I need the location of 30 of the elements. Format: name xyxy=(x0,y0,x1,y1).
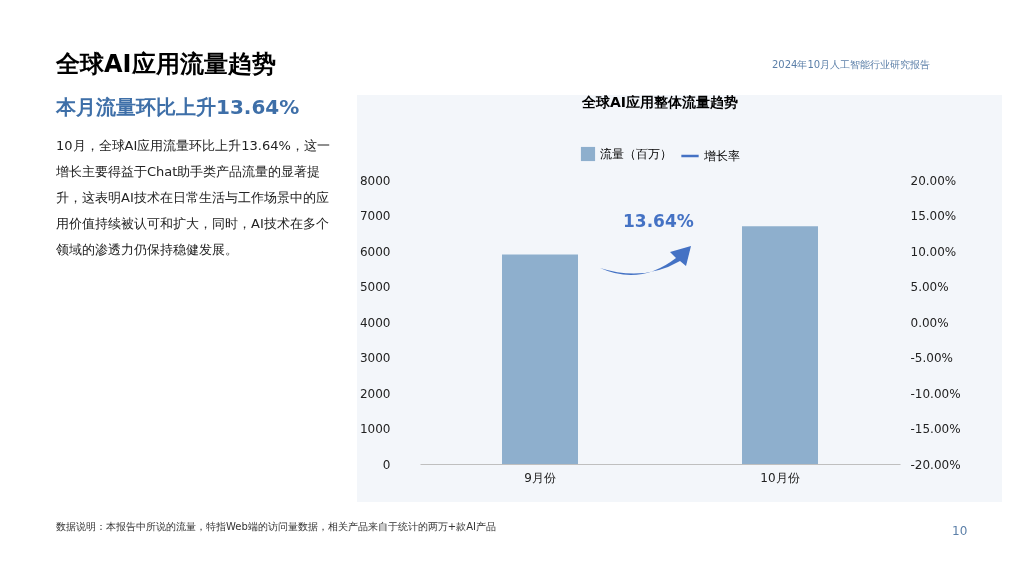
annotation: 13.64% xyxy=(623,211,694,231)
y-tick-label: 0 xyxy=(382,457,391,472)
y2-tick-label: 5.00% xyxy=(910,280,949,294)
text: 10月，全球AI应用流量环比上升13.64%，这一增长主要得益于Chat助手类产品流量的显著提升，这表明AI技术在日常生活与工作场景中的应用价值持续被认可和扩大，同时，AI技术在多个领域的渗透力仍保持稳健发展。 xyxy=(56,137,331,259)
x-tick-label: 10月份 xyxy=(760,470,800,485)
y2-tick-label: -10.00% xyxy=(910,386,961,401)
legend-label: 增长率 xyxy=(703,149,740,163)
y-tick-label: 8000 xyxy=(359,173,391,188)
y2-tick-label: 15.00% xyxy=(910,209,957,223)
y-tick-label: 1000 xyxy=(359,422,391,436)
y2-tick-label: 20.00% xyxy=(910,173,957,188)
text: 全球AI应用流量趋势 xyxy=(56,49,276,80)
y2-tick-label: 0.00% xyxy=(910,315,949,330)
y-tick-label: 2000 xyxy=(359,386,391,401)
y2-tick-label: -5.00% xyxy=(910,351,953,365)
text: 10 xyxy=(952,524,968,538)
y-tick-label: 4000 xyxy=(359,315,391,330)
text: 数据说明：本报告中所说的流量，特指Web端的访问量数据，相关产品来自于统计的两万+款AI产品 xyxy=(56,520,496,534)
y2-tick-label: -15.00% xyxy=(910,422,961,436)
legend-label: 流量（百万） xyxy=(600,147,672,161)
y-tick-label: 6000 xyxy=(359,244,391,259)
y2-tick-label: 10.00% xyxy=(910,244,957,259)
y2-tick-label: -20.00% xyxy=(910,457,961,472)
text: 本月流量环比上升13.64% xyxy=(56,94,300,121)
chart-title: 全球AI应用整体流量趋势 xyxy=(580,94,739,110)
text: 2024年10月人工智能行业研究报告 xyxy=(772,58,931,72)
y-tick-label: 7000 xyxy=(359,209,391,223)
x-tick-label: 9月份 xyxy=(524,470,556,485)
y-tick-label: 5000 xyxy=(359,280,391,294)
y-tick-label: 3000 xyxy=(359,351,391,365)
